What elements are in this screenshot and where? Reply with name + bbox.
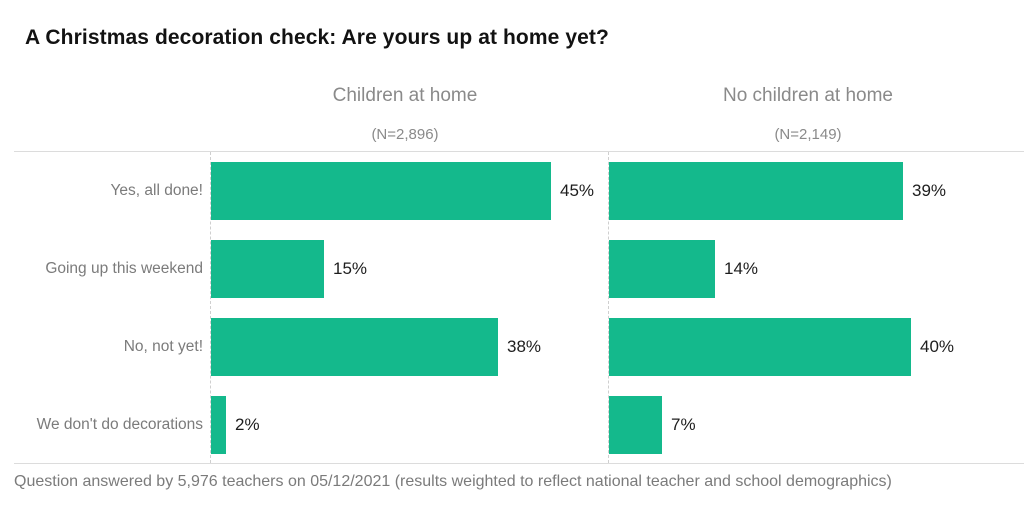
bar: [211, 240, 324, 298]
chart-title: A Christmas decoration check: Are yours …: [25, 26, 609, 49]
panel-no-children-at-home: 39% 14% 40% 7%: [609, 152, 1009, 464]
panel-header-no-children: No children at home (N=2,149): [608, 85, 1008, 143]
bar-value-label: 14%: [724, 259, 759, 278]
panel-header-children: Children at home (N=2,896): [210, 85, 600, 143]
panel-sample-size-children: (N=2,896): [371, 126, 439, 143]
category-labels: Yes, all done! Going up this weekend No, n…: [0, 152, 203, 464]
bar: [609, 240, 715, 298]
bar-value-label: 45%: [560, 181, 595, 200]
bar: [609, 162, 903, 220]
bar-value-label: 15%: [333, 259, 368, 278]
bar-row: 40%: [609, 308, 1009, 386]
category-label: Yes, all done!: [110, 182, 203, 199]
bar-row: 45%: [211, 152, 607, 230]
footer-note: Question answered by 5,976 teachers on 0…: [14, 473, 892, 490]
panel-sample-size-no-children: (N=2,149): [774, 126, 842, 143]
bar-row: 2%: [211, 386, 607, 464]
panel-title-no-children: No children at home: [722, 85, 894, 106]
bar-value-label: 2%: [235, 415, 260, 434]
bar-row: 38%: [211, 308, 607, 386]
bar-value-label: 7%: [671, 415, 696, 434]
axis-baseline-no-children: [608, 152, 609, 463]
bar-row: 7%: [609, 386, 1009, 464]
bar: [609, 396, 662, 454]
bar-value-label: 40%: [920, 337, 955, 356]
bar-row: 14%: [609, 230, 1009, 308]
bar: [609, 318, 911, 376]
panel-title-children: Children at home: [332, 85, 478, 106]
bar: [211, 318, 498, 376]
bar: [211, 396, 226, 454]
bar: [211, 162, 551, 220]
plot-top-rule: [14, 151, 1024, 152]
bar-value-label: 39%: [912, 181, 947, 200]
axis-baseline-children: [210, 152, 211, 463]
category-label: We don't do decorations: [36, 416, 203, 433]
bar-row: 15%: [211, 230, 607, 308]
category-label: No, not yet!: [123, 338, 203, 355]
bar-value-label: 38%: [507, 337, 542, 356]
category-label: Going up this weekend: [45, 260, 203, 277]
bar-row: 39%: [609, 152, 1009, 230]
plot-bottom-rule: [14, 463, 1024, 464]
panel-children-at-home: 45% 15% 38% 2%: [211, 152, 607, 464]
